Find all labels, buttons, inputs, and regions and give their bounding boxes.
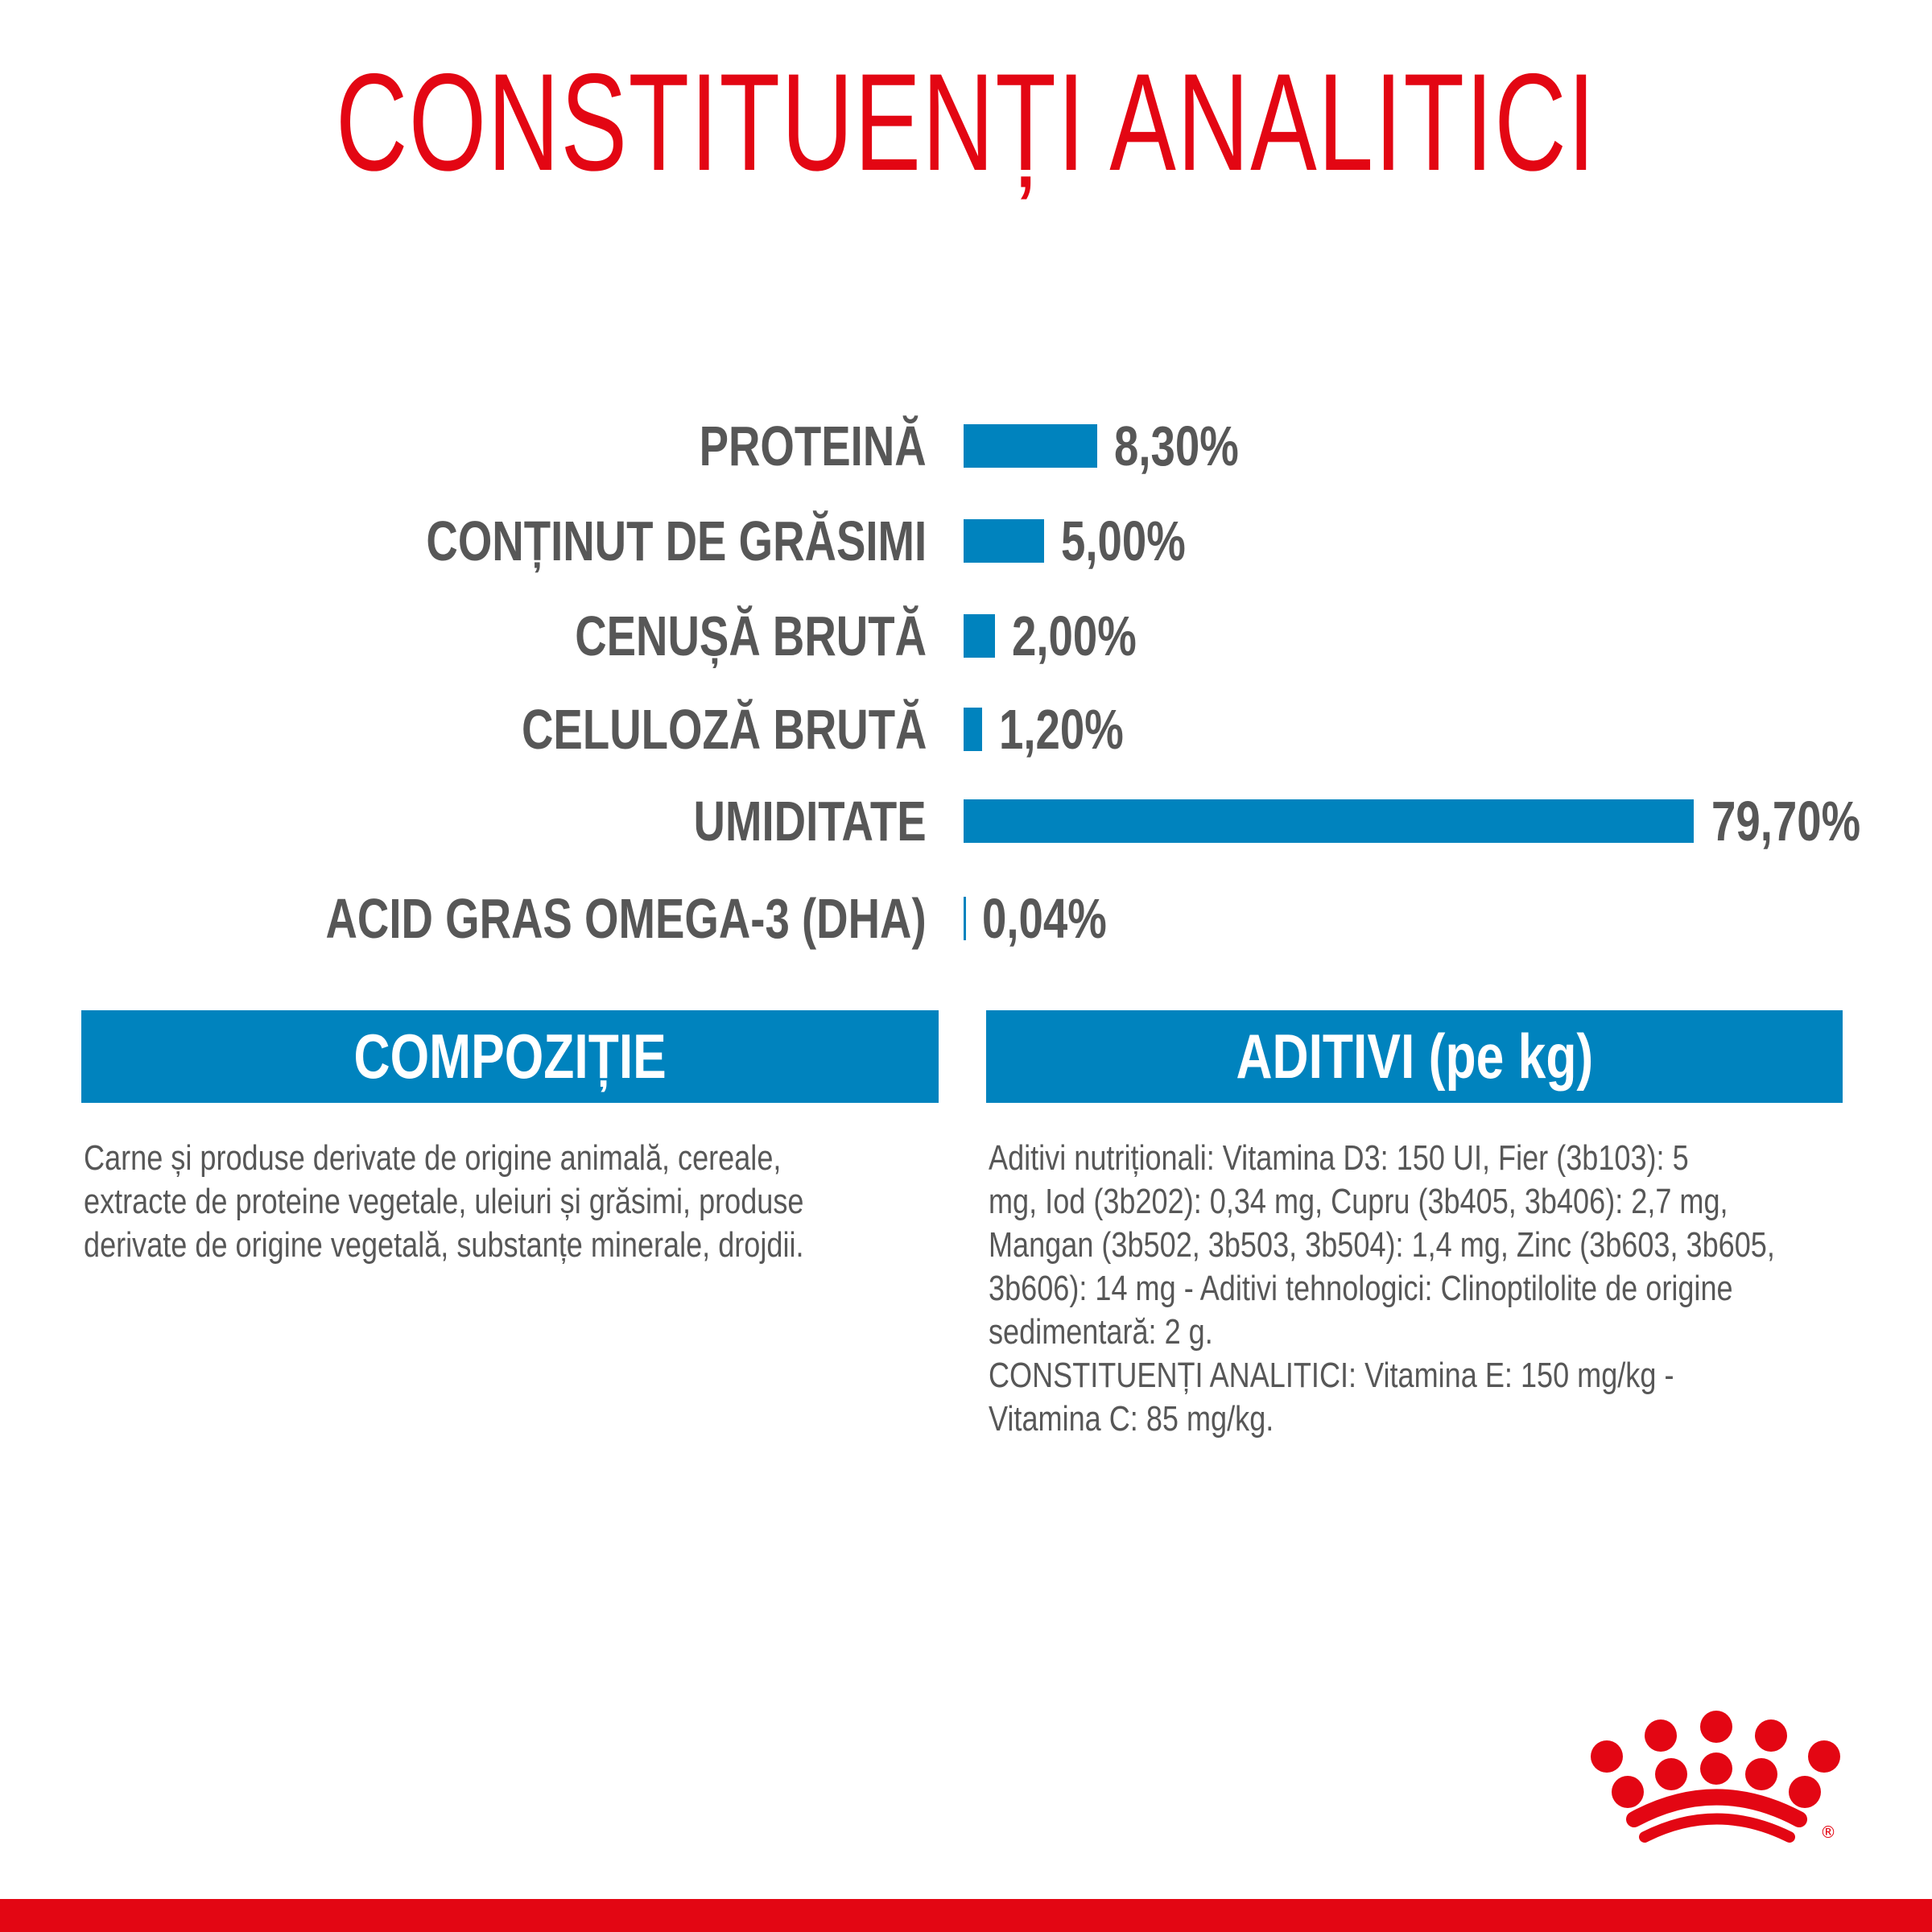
- brand-logo: ®: [1590, 1711, 1841, 1847]
- text-line: extracte de proteine vegetale, uleiuri ș…: [84, 1182, 804, 1221]
- chart-row-fat: CONȚINUT DE GRĂSIMI 5,00%: [0, 509, 1932, 573]
- text-line: Aditivi nutriționali: Vitamina D3: 150 U…: [989, 1138, 1689, 1178]
- row-label: ACID GRAS OMEGA-3 (DHA): [325, 887, 927, 950]
- chart-row-protein: PROTEINĂ 8,30%: [0, 414, 1932, 478]
- bar-moisture: [964, 799, 1694, 843]
- row-label: CENUȘĂ BRUTĂ: [575, 605, 927, 667]
- text-line: Vitamina C: 85 mg/kg.: [989, 1399, 1274, 1439]
- composition-header: COMPOZIȚIE: [81, 1010, 939, 1103]
- composition-text: Carne și produse derivate de origine ani…: [84, 1137, 942, 1267]
- crown-icon: ®: [1591, 1711, 1840, 1843]
- chart-row-dha: ACID GRAS OMEGA-3 (DHA) 0,04%: [0, 886, 1932, 951]
- chart-row-fibre: CELULOZĂ BRUTĂ 1,20%: [0, 697, 1932, 762]
- bottom-brand-bar: [0, 1899, 1932, 1932]
- bar-ash: [964, 614, 995, 658]
- row-label: CONȚINUT DE GRĂSIMI: [426, 510, 927, 572]
- svg-text:®: ®: [1820, 1823, 1836, 1842]
- text-line: sedimentară: 2 g.: [989, 1312, 1213, 1352]
- text-line: Mangan (3b502, 3b503, 3b504): 1,4 mg, Zi…: [989, 1225, 1775, 1265]
- bar-protein: [964, 424, 1097, 468]
- bar-dha: [964, 897, 966, 940]
- additives-header-label: ADITIVI (pe kg): [1236, 1021, 1593, 1092]
- row-value: 0,04%: [982, 887, 1107, 950]
- chart-row-moisture: UMIDITATE 79,70%: [0, 789, 1932, 853]
- additives-header: ADITIVI (pe kg): [986, 1010, 1843, 1103]
- composition-header-label: COMPOZIȚIE: [353, 1021, 667, 1092]
- row-value: 8,30%: [1114, 415, 1239, 477]
- page-title: CONSTITUENȚI ANALITICI: [335, 45, 1597, 200]
- row-value: 1,20%: [999, 698, 1124, 761]
- bar-fibre: [964, 708, 982, 751]
- text-line: 3b606): 14 mg - Aditivi tehnologici: Cli…: [989, 1269, 1733, 1308]
- text-line: CONSTITUENȚI ANALITICI: Vitamina E: 150 …: [989, 1356, 1674, 1395]
- row-label: UMIDITATE: [693, 790, 927, 852]
- additives-text: Aditivi nutriționali: Vitamina D3: 150 U…: [989, 1137, 1847, 1441]
- row-label: PROTEINĂ: [699, 415, 927, 477]
- bar-fat: [964, 519, 1044, 563]
- row-value: 2,00%: [1012, 605, 1137, 667]
- text-line: mg, Iod (3b202): 0,34 mg, Cupru (3b405, …: [989, 1182, 1728, 1221]
- row-label: CELULOZĂ BRUTĂ: [521, 698, 927, 761]
- text-line: Carne și produse derivate de origine ani…: [84, 1138, 782, 1178]
- text-line: derivate de origine vegetală, substanțe …: [84, 1225, 804, 1265]
- row-value: 5,00%: [1061, 510, 1186, 572]
- row-value: 79,70%: [1711, 790, 1861, 852]
- chart-row-ash: CENUȘĂ BRUTĂ 2,00%: [0, 604, 1932, 668]
